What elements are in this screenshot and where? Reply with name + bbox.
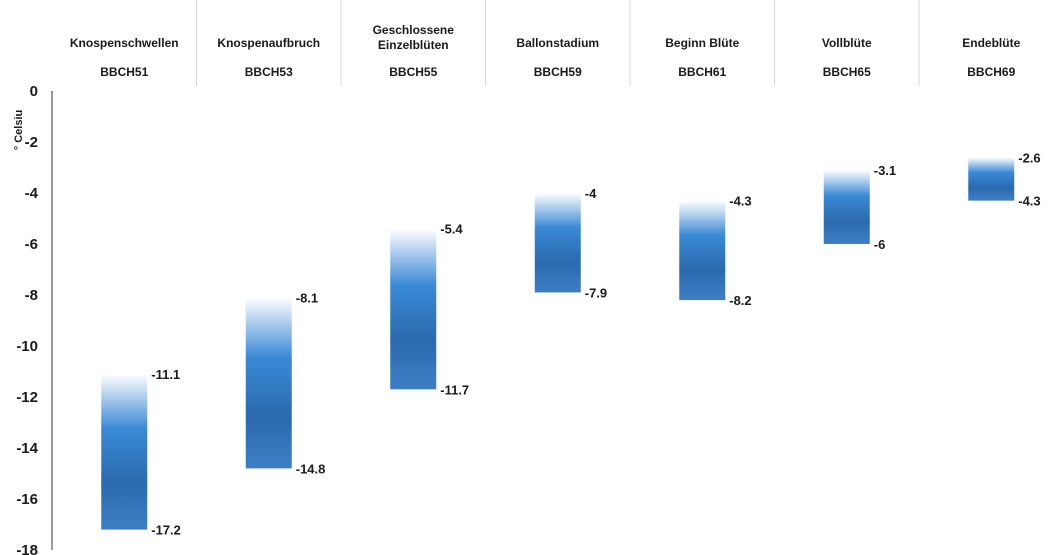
category-name: Vollblüte xyxy=(822,36,872,50)
y-tick-label: -10 xyxy=(16,338,38,355)
data-label-low: -7.9 xyxy=(585,285,607,300)
data-label-low: -4.3 xyxy=(1018,194,1040,209)
y-tick-label: -16 xyxy=(16,491,38,508)
y-tick-label: -12 xyxy=(16,389,38,406)
y-axis-label: ° Celsiu xyxy=(13,110,25,150)
y-tick-label: -2 xyxy=(25,134,38,151)
category-name: Ballonstadium xyxy=(516,36,599,50)
data-label-high: -4 xyxy=(585,186,597,201)
category-code: BBCH61 xyxy=(678,65,726,79)
category-code: BBCH53 xyxy=(245,65,293,79)
header-dividers xyxy=(196,0,920,86)
range-bar xyxy=(823,170,870,244)
data-labels: -11.1 -17.2 -8.1 -14.8 -5.4 -11.7 -4 -7.9 -4.3 -8… xyxy=(151,150,1040,537)
data-label-high: -8.1 xyxy=(296,291,318,306)
data-label-low: -17.2 xyxy=(151,523,181,538)
data-label-high: -5.4 xyxy=(440,222,463,237)
data-label-low: -11.7 xyxy=(440,382,469,397)
category-code: BBCH51 xyxy=(100,65,148,79)
data-label-low: -14.8 xyxy=(296,461,326,476)
data-label-low: -6 xyxy=(874,237,886,252)
data-label-low: -8.2 xyxy=(729,293,751,308)
y-tick-label: -4 xyxy=(25,185,39,202)
range-bar xyxy=(968,157,1015,201)
category-code: BBCH55 xyxy=(389,65,437,79)
y-tick-label: -6 xyxy=(25,236,38,253)
category-name: Knospenaufbruch xyxy=(217,36,320,50)
category-name: Endeblüte xyxy=(962,36,1020,50)
category-code: BBCH65 xyxy=(823,65,871,79)
y-tick-label: -14 xyxy=(16,440,38,457)
category-header: Knospenschwellen BBCH51 Knospenaufbruch BBC… xyxy=(70,23,1021,79)
range-bar xyxy=(101,374,148,530)
category-code: BBCH69 xyxy=(967,65,1015,79)
bars xyxy=(101,157,1015,530)
data-label-high: -11.1 xyxy=(151,367,180,382)
category-name: Knospenschwellen xyxy=(70,36,179,50)
y-tick-label: 0 xyxy=(30,83,38,100)
data-label-high: -4.3 xyxy=(729,194,751,209)
range-bar xyxy=(534,193,581,293)
range-bar xyxy=(245,297,292,469)
y-axis: 0 -2 -4 -6 -8 -10 -12 -14 -16 -18 xyxy=(16,83,53,555)
range-bar xyxy=(679,200,726,301)
category-name: Beginn Blüte xyxy=(665,36,739,50)
category-name: Geschlossene xyxy=(373,23,455,37)
y-tick-label: -8 xyxy=(25,287,38,304)
data-label-high: -3.1 xyxy=(874,163,896,178)
category-code: BBCH59 xyxy=(534,65,582,79)
category-name: Einzelblüten xyxy=(378,38,449,52)
data-label-high: -2.6 xyxy=(1018,150,1040,165)
range-bar xyxy=(390,228,437,390)
y-tick-label: -18 xyxy=(16,542,38,555)
